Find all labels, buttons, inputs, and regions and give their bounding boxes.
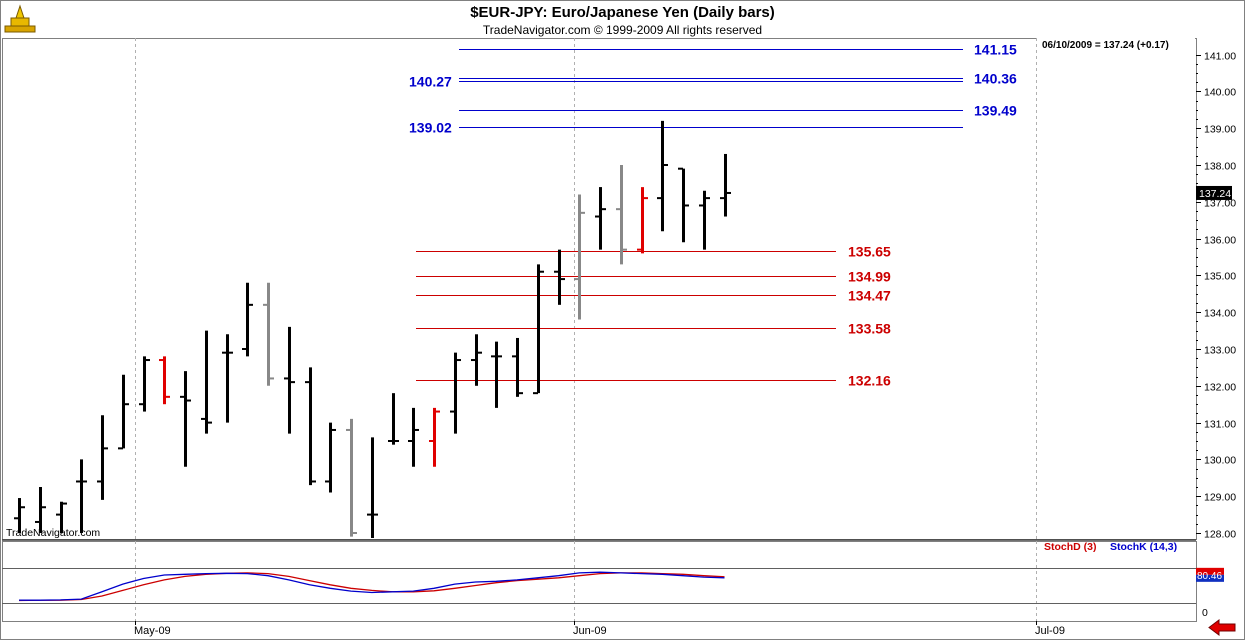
ohlc-bar (429, 407, 440, 467)
price-tick-label: 135.00 (1204, 271, 1236, 283)
ohlc-bar (35, 487, 46, 533)
ohlc-bar (471, 334, 482, 386)
price-tick-label: 140.00 (1204, 87, 1236, 99)
red-left-arrow-icon[interactable] (1207, 619, 1237, 636)
price-tick-label: 138.00 (1204, 161, 1236, 173)
ohlc-bar (118, 374, 129, 450)
red-level-label: 134.47 (848, 288, 891, 304)
chart-text: 06/10/2009 = 137.24 (+0.17) TradeNavigato… (6, 38, 1195, 539)
ohlc-bar (222, 334, 233, 423)
ohlc-bar (56, 501, 67, 533)
date-label: Jun-09 (573, 625, 607, 637)
blue-level-label: 140.36 (974, 71, 1017, 87)
date-axis: May-09 Jun-09 Jul-09 (134, 621, 1065, 637)
ohlc-bar (263, 282, 274, 386)
price-tick-label: 134.00 (1204, 308, 1236, 320)
trade-navigator-logo-icon[interactable] (3, 4, 37, 34)
ohlc-bar (616, 165, 627, 265)
ohlc-bar (76, 459, 87, 533)
ohlc-bar (512, 337, 523, 397)
red-level-label: 134.99 (848, 269, 891, 285)
ohlc-bar (14, 498, 25, 533)
blue-level-label: 139.49 (974, 103, 1017, 119)
stoch-d-legend: StochD (3) (1044, 541, 1097, 553)
ohlc-bar (325, 422, 336, 493)
red-level-label: 132.16 (848, 373, 891, 389)
ohlc-bar (367, 437, 378, 538)
price-tick-label: 139.00 (1204, 124, 1236, 136)
ohlc-bar (450, 352, 461, 434)
copyright-text: TradeNavigator.com © 1999-2009 All right… (482, 23, 763, 37)
price-tick-label: 129.00 (1204, 492, 1236, 504)
stoch-zero-label: 0 (1202, 607, 1208, 619)
blue-level-label: 140.27 (409, 74, 452, 90)
price-tick-label: 132.00 (1204, 382, 1236, 394)
ohlc-bar (305, 367, 316, 486)
ohlc-bar (408, 407, 419, 467)
ohlc-bar (678, 167, 689, 243)
price-tick-label: 130.00 (1204, 455, 1236, 467)
blue-level-label: 141.15 (974, 42, 1017, 58)
level-lines: 141.15 140.36 140.27 139.49 139.02 135.65 134.… (409, 42, 1017, 389)
ohlc-bar (699, 190, 710, 250)
stoch-last-box-top (1196, 567, 1224, 575)
grid-lines (135, 38, 1037, 621)
stoch-last-box-bottom (1196, 574, 1224, 582)
price-tick-label: 137.00 (1204, 198, 1236, 210)
info-box-bg (1037, 38, 1195, 52)
ohlc-bar (491, 341, 502, 408)
ohlc-bar (159, 356, 170, 405)
ohlc-bar (201, 330, 212, 434)
ohlc-bar (720, 153, 731, 217)
ohlc-bar (533, 264, 544, 395)
ohlc-bar (139, 356, 150, 412)
date-label: Jul-09 (1035, 625, 1065, 637)
price-tick-label: 133.00 (1204, 345, 1236, 357)
watermark-text: TradeNavigator.com (6, 527, 100, 539)
stoch-k-line (19, 571, 725, 601)
stoch-k-legend: StochK (14,3) (1110, 541, 1177, 553)
ohlc-bar (657, 120, 668, 232)
ohlc-bar (180, 371, 191, 467)
ohlc-bar (595, 187, 606, 250)
ohlc-bar (574, 194, 585, 320)
red-level-label: 133.58 (848, 321, 891, 337)
price-tick-label: 136.00 (1204, 235, 1236, 247)
ohlc-bar (97, 415, 108, 500)
price-tick-label: 141.00 (1204, 51, 1236, 63)
ohlc-bar (242, 282, 253, 357)
ohlc-bar (637, 187, 648, 254)
ohlc-bar (346, 418, 357, 537)
stoch-last-value: 80.46 (1197, 571, 1222, 582)
red-level-label: 135.65 (848, 244, 891, 260)
ohlc-bar (554, 249, 565, 305)
price-bars (14, 120, 731, 538)
info-box-text: 06/10/2009 = 137.24 (+0.17) (1042, 40, 1169, 51)
price-axis: 128.00 129.00 130.00 131.00 132.00 133.00 134.… (1196, 51, 1236, 541)
stoch-d-line (18, 572, 725, 602)
price-tick-label: 131.00 (1204, 419, 1236, 431)
ohlc-bar (388, 393, 399, 445)
date-label: May-09 (134, 625, 171, 637)
chart-title: $EUR-JPY: Euro/Japanese Yen (Daily bars) (470, 4, 775, 21)
blue-level-label: 139.02 (409, 120, 452, 136)
last-price-box (1196, 185, 1232, 200)
last-price-label: 137.24 (1199, 188, 1231, 200)
ohlc-bar (284, 326, 295, 434)
stochastic-panel: StochD (3) StochK (14,3) 80.46 0 (2, 541, 1224, 619)
price-tick-label: 128.00 (1204, 529, 1236, 541)
